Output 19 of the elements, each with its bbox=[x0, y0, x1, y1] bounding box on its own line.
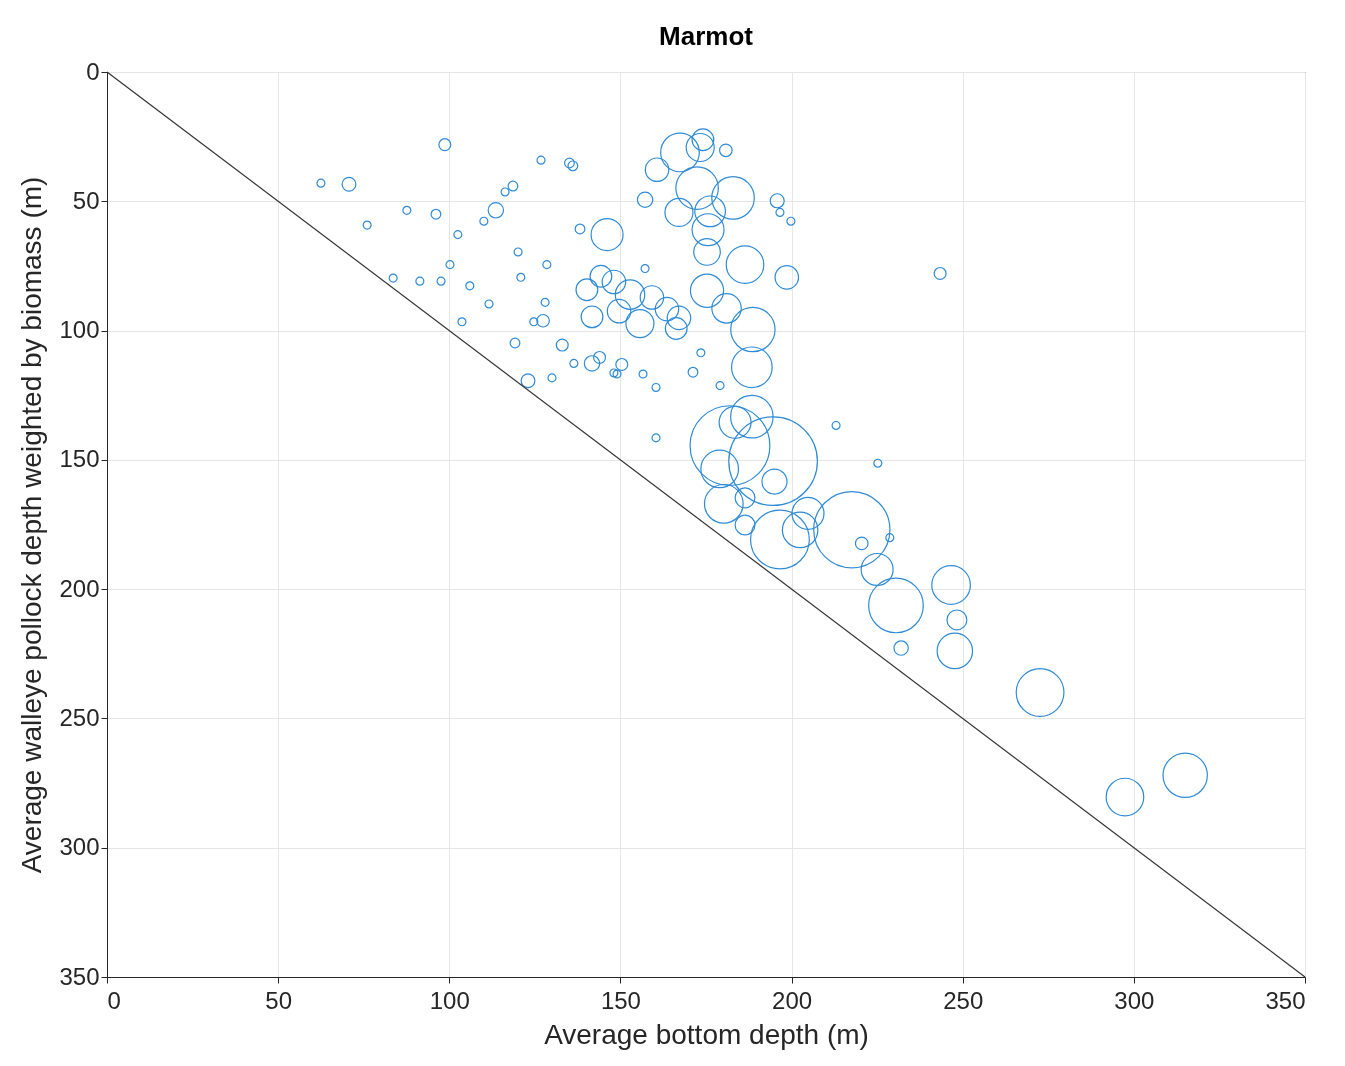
y-axis-title: Average walleye pollock depth weighted by biomass (m) bbox=[16, 176, 48, 874]
chart-title: Marmot bbox=[659, 21, 754, 51]
x-tick-label: 100 bbox=[429, 986, 470, 1014]
y-tick-label: 50 bbox=[72, 186, 100, 214]
y-tick-label: 150 bbox=[59, 445, 100, 473]
y-tick-label: 0 bbox=[86, 57, 100, 85]
x-axis-title: Average bottom depth (m) bbox=[544, 1018, 869, 1050]
x-tick-label: 200 bbox=[772, 986, 813, 1014]
x-tick-label: 150 bbox=[600, 986, 641, 1014]
y-tick-label: 200 bbox=[59, 574, 100, 602]
x-tick-label: 350 bbox=[1265, 986, 1306, 1014]
x-tick-label: 50 bbox=[265, 986, 292, 1014]
y-tick-label: 250 bbox=[59, 703, 100, 731]
x-tick-label: 300 bbox=[1114, 986, 1155, 1014]
x-tick-label: 0 bbox=[107, 986, 121, 1014]
y-tick-label: 350 bbox=[59, 962, 100, 990]
y-tick-label: 100 bbox=[59, 316, 100, 344]
x-tick-label: 250 bbox=[943, 986, 984, 1014]
y-tick-label: 300 bbox=[59, 833, 100, 861]
